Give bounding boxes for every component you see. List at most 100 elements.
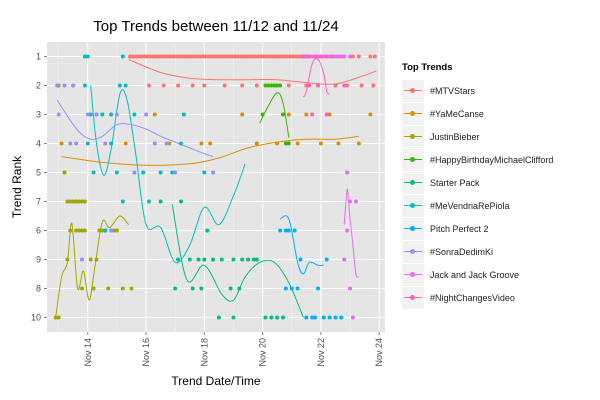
data-point — [368, 112, 373, 117]
data-point — [231, 257, 236, 262]
y-tick-label: 3 — [36, 110, 41, 120]
series-smooth-line — [61, 135, 359, 166]
chart-title: Top Trends between 11/12 and 11/24 — [93, 18, 339, 35]
data-point — [353, 199, 358, 204]
data-point — [109, 141, 114, 146]
data-point — [164, 141, 169, 146]
legend-items: #MTVStars #YaMeCanse JustinBieber #HappyBir… — [402, 79, 592, 309]
data-point — [179, 141, 183, 146]
y-tick-label: 7 — [36, 197, 41, 207]
data-point — [88, 257, 93, 262]
data-point — [68, 199, 73, 204]
data-point — [147, 83, 151, 88]
data-point — [240, 112, 245, 117]
legend-key-dot — [410, 225, 415, 231]
data-point — [211, 257, 216, 262]
series-smooth-line — [343, 188, 360, 278]
y-tick-label: 10 — [31, 313, 41, 323]
legend-key — [402, 148, 424, 171]
legend-item: Jack and Jack Groove — [402, 263, 592, 286]
data-point — [53, 315, 58, 320]
data-point — [154, 54, 159, 59]
data-point — [250, 54, 255, 59]
legend-label: Pitch Perfect 2 — [430, 223, 489, 234]
data-point — [263, 315, 268, 320]
legend-key-dot — [410, 87, 415, 93]
legend-key-dot — [410, 133, 415, 139]
data-point — [77, 228, 82, 233]
data-point — [132, 170, 137, 175]
data-point — [71, 83, 76, 88]
legend-item: #NightChangesVideo — [402, 286, 592, 309]
data-point — [283, 228, 288, 233]
data-point — [148, 54, 153, 59]
legend-key — [402, 102, 424, 125]
data-point — [318, 54, 323, 59]
data-point — [356, 141, 361, 146]
data-point — [74, 199, 79, 204]
data-point — [339, 54, 344, 59]
data-point — [359, 83, 364, 88]
data-point — [189, 54, 194, 59]
data-point — [163, 54, 167, 59]
data-point — [106, 286, 111, 291]
data-point — [275, 315, 280, 320]
data-point — [273, 54, 278, 59]
data-point — [231, 315, 236, 320]
data-point — [228, 286, 233, 291]
data-point — [80, 257, 84, 262]
series-smooth-line — [55, 215, 129, 318]
data-point — [262, 54, 267, 59]
x-tick-label: Nov 16 — [141, 338, 151, 367]
data-point — [235, 54, 240, 59]
data-point — [297, 54, 301, 59]
data-point — [327, 112, 332, 117]
data-point — [218, 54, 223, 59]
series-smooth-line — [279, 215, 324, 275]
data-point — [77, 199, 82, 204]
data-point — [112, 228, 116, 233]
data-point — [254, 257, 259, 262]
legend-label: Jack and Jack Groove — [430, 269, 520, 280]
data-point — [202, 170, 207, 175]
data-point — [304, 112, 309, 117]
y-tick-label: 6 — [36, 226, 41, 236]
series-smooth-line — [128, 58, 377, 85]
data-point — [256, 54, 261, 59]
data-point — [350, 315, 355, 320]
data-point — [345, 170, 350, 175]
data-point — [161, 83, 166, 88]
data-point — [342, 54, 347, 59]
data-point — [254, 83, 259, 88]
data-point — [141, 170, 146, 175]
data-point — [97, 228, 102, 233]
data-point — [165, 54, 170, 59]
data-point — [173, 286, 178, 291]
y-tick-label: 1 — [36, 52, 41, 62]
series-smooth-line — [56, 99, 214, 158]
data-point — [177, 54, 182, 59]
data-point — [55, 83, 60, 88]
data-point — [133, 54, 138, 59]
data-point — [227, 54, 232, 59]
data-point — [345, 83, 350, 88]
data-point — [216, 315, 221, 320]
legend-label: #YaMeCanse — [430, 108, 484, 119]
data-point — [240, 257, 245, 262]
data-point — [330, 54, 335, 59]
data-point — [145, 54, 150, 59]
data-point — [294, 54, 299, 59]
data-point — [348, 54, 352, 59]
data-point — [279, 54, 284, 59]
data-point — [266, 83, 271, 88]
x-tick-label: Nov 24 — [374, 338, 384, 367]
data-point — [316, 83, 320, 88]
data-point — [336, 141, 341, 146]
legend-key-dot — [410, 294, 415, 300]
legend-key-dot — [410, 271, 415, 277]
data-point — [281, 112, 285, 117]
data-point — [348, 286, 352, 291]
data-point — [80, 228, 84, 233]
smooth-lines-layer — [55, 58, 377, 318]
data-point — [114, 228, 119, 233]
